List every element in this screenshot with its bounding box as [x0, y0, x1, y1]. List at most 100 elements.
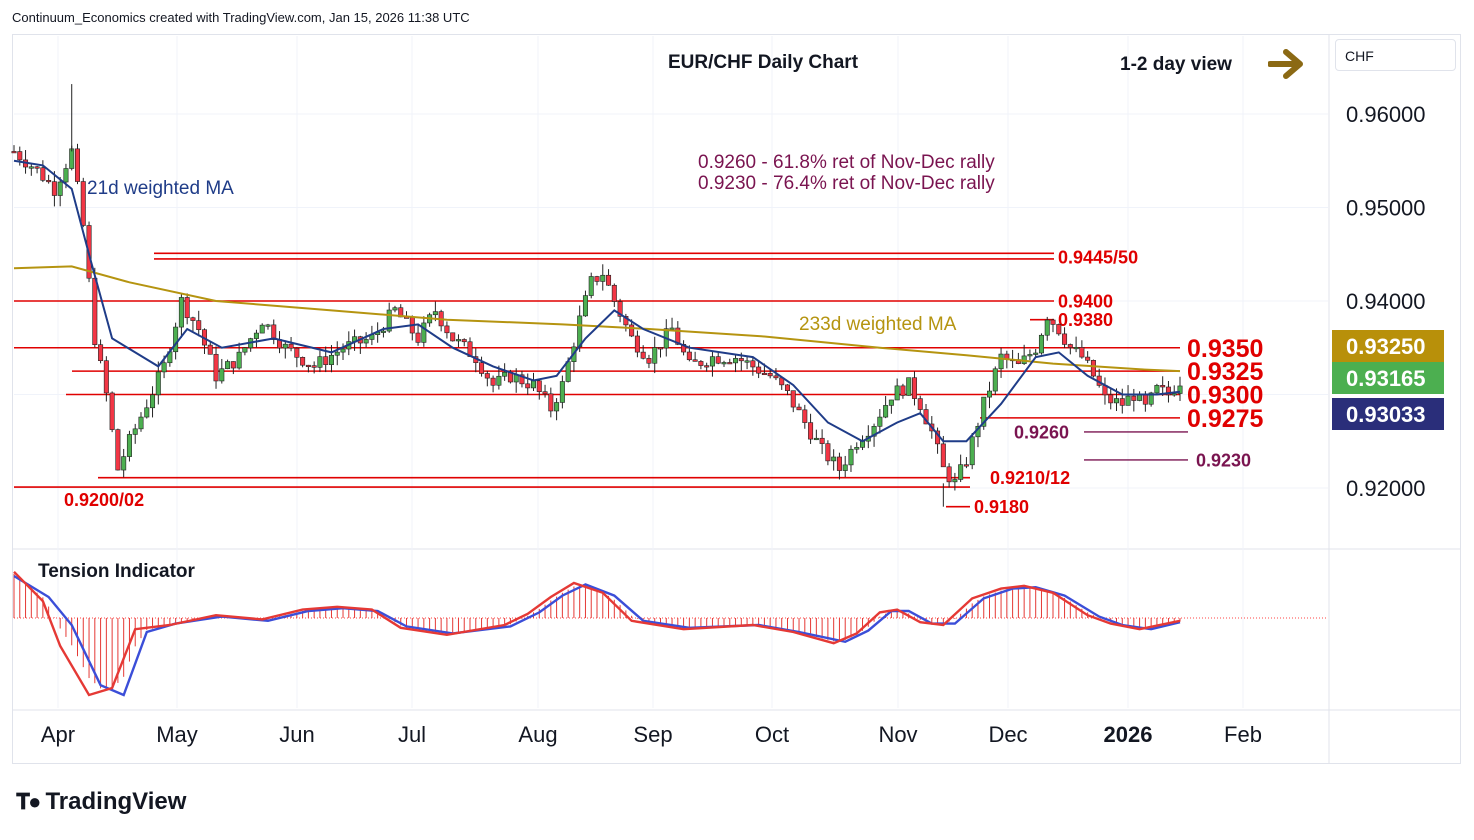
candle-body	[386, 309, 392, 332]
candle-body	[242, 347, 248, 353]
candle-body	[225, 361, 231, 370]
candle-body	[582, 295, 588, 317]
candle-body	[265, 324, 271, 327]
candle-body	[686, 351, 692, 361]
candle-body	[115, 429, 121, 471]
candle-body	[606, 274, 612, 286]
candlestick-series	[11, 143, 1183, 491]
candle-body	[1056, 324, 1062, 335]
candle-body	[126, 434, 132, 457]
candle-body	[34, 166, 40, 169]
candle-body	[790, 390, 796, 408]
candle-body	[207, 344, 213, 355]
candle-body	[946, 466, 952, 483]
candle-body	[819, 437, 825, 444]
candle-body	[836, 456, 842, 471]
candle-body	[455, 339, 461, 342]
candle-body	[294, 347, 300, 358]
price-tag	[1332, 330, 1444, 362]
candle-body	[992, 368, 998, 392]
candle-body	[46, 179, 52, 183]
candle-body	[704, 365, 710, 368]
candle-body	[1160, 385, 1166, 388]
candle-body	[963, 464, 969, 467]
candle-body	[998, 353, 1004, 370]
candle-body	[196, 320, 202, 331]
candle-body	[1131, 395, 1137, 401]
x-tick-label: Oct	[755, 722, 789, 747]
tradingview-logo-icon: 𝐓●	[16, 789, 42, 814]
fibonacci-label: 0.9230	[1196, 450, 1251, 470]
candle-body	[144, 407, 150, 418]
candle-body	[733, 358, 739, 364]
candle-body	[802, 409, 808, 423]
candle-body	[74, 148, 80, 182]
candle-body	[230, 361, 236, 369]
candle-body	[554, 402, 560, 412]
candle-body	[940, 443, 946, 468]
level-label: 0.9210/12	[990, 468, 1070, 488]
currency-unit-selector[interactable]: CHF	[1335, 39, 1456, 71]
candle-body	[709, 356, 715, 367]
candle-body	[1142, 393, 1148, 405]
price-tag	[1332, 362, 1444, 394]
candle-body	[57, 181, 63, 196]
candle-body	[531, 380, 537, 389]
candle-body	[219, 368, 225, 382]
candle-body	[894, 385, 900, 401]
y-tick-label: 0.95000	[1346, 196, 1426, 221]
candle-body	[525, 383, 531, 389]
candle-body	[831, 456, 837, 462]
candle-body	[161, 362, 167, 373]
candle-body	[138, 416, 144, 430]
candle-body	[692, 359, 698, 362]
level-label: 0.9400	[1058, 291, 1113, 311]
candle-body	[282, 343, 288, 349]
candle-body	[490, 377, 496, 386]
candle-body	[1171, 393, 1177, 396]
x-tick-label: Nov	[878, 722, 917, 747]
candle-body	[900, 385, 906, 396]
candle-body	[155, 371, 161, 396]
candle-body	[253, 332, 259, 339]
candle-body	[1079, 347, 1085, 358]
price-tag	[1332, 398, 1444, 430]
candle-body	[1148, 392, 1154, 405]
candle-body	[773, 375, 779, 379]
level-label: 0.9180	[974, 497, 1029, 517]
candle-body	[1177, 385, 1183, 394]
candle-body	[623, 316, 629, 326]
x-tick-label: 2026	[1104, 722, 1153, 747]
candle-body	[750, 360, 756, 368]
candle-body	[675, 327, 681, 345]
candle-body	[51, 181, 57, 196]
candle-body	[600, 274, 606, 282]
level-label: 0.9380	[1058, 310, 1113, 330]
tradingview-logo[interactable]: 𝐓● TradingView	[16, 788, 186, 816]
candle-body	[952, 479, 958, 483]
candle-body	[323, 356, 329, 365]
candle-body	[756, 366, 762, 374]
x-tick-label: Sep	[633, 722, 672, 747]
candle-body	[657, 347, 663, 350]
indicator-title: Tension Indicator	[38, 561, 196, 582]
candle-body	[715, 356, 721, 364]
y-tick-label: 0.96000	[1346, 102, 1426, 127]
candle-body	[1108, 394, 1114, 404]
level-label: 0.9200/02	[64, 490, 144, 510]
candle-body	[721, 362, 727, 365]
candle-body	[121, 456, 127, 471]
fibonacci-note: 0.9260 - 61.8% ret of Nov-Dec rally	[698, 152, 995, 173]
candle-body	[317, 356, 323, 368]
candle-body	[288, 343, 294, 349]
candle-body	[380, 330, 386, 333]
level-label: 0.9325	[1187, 358, 1264, 386]
candle-body	[132, 428, 138, 435]
candle-body	[213, 353, 219, 382]
candle-body	[969, 436, 975, 466]
y-tick-label: 0.94000	[1346, 289, 1426, 314]
candle-body	[190, 317, 196, 321]
level-label: 0.9300	[1187, 382, 1263, 410]
candle-body	[981, 396, 987, 427]
